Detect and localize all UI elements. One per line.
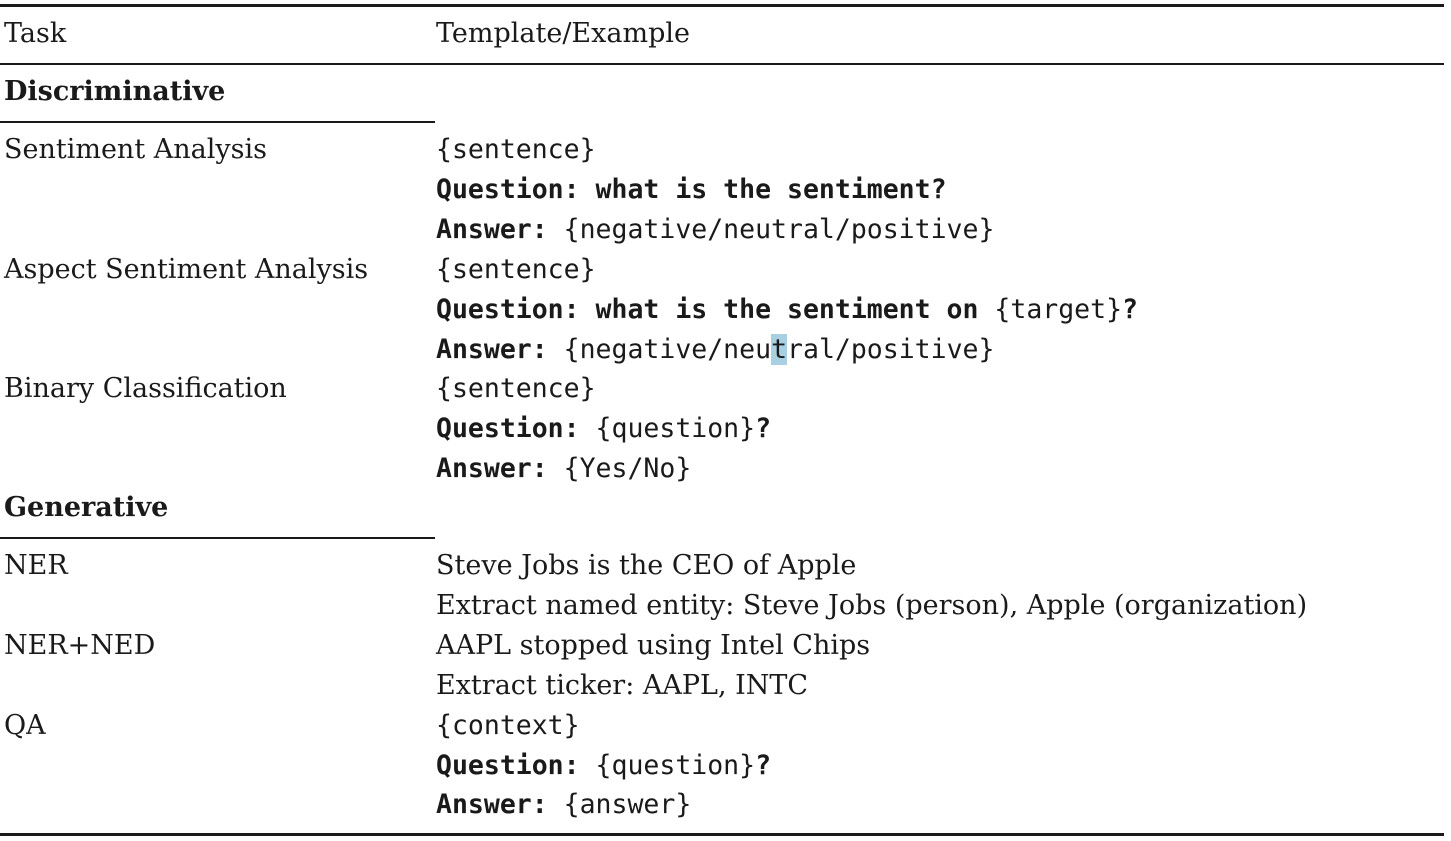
discriminative-rule	[0, 121, 435, 123]
task-binary-classification: Binary Classification	[4, 373, 287, 404]
template-line: {sentence}	[436, 134, 596, 165]
bottom-rule	[0, 833, 1444, 836]
template-line: Question: {question}?	[436, 750, 772, 781]
section-title-discriminative: Discriminative	[4, 76, 226, 107]
template-line: {context}	[436, 710, 580, 741]
template-line: Question: what is the sentiment on {targ…	[436, 294, 1139, 325]
template-line: Answer: {negative/neutral/positive}	[436, 334, 995, 365]
example-line: AAPL stopped using Intel Chips	[436, 630, 871, 661]
task-ner: NER	[4, 550, 68, 581]
task-aspect-sentiment-analysis: Aspect Sentiment Analysis	[4, 254, 369, 285]
header-task: Task	[4, 18, 67, 49]
text-selection-highlight: t	[771, 334, 788, 365]
task-qa: QA	[4, 710, 46, 741]
template-line: Question: what is the sentiment?	[436, 174, 947, 205]
generative-rule	[0, 537, 435, 539]
template-line: {sentence}	[436, 373, 596, 404]
template-line: Answer: {Yes/No}	[436, 453, 692, 484]
task-ner-ned: NER+NED	[4, 630, 156, 661]
example-line: Extract ticker: AAPL, INTC	[436, 670, 809, 701]
template-line: Answer: {answer}	[436, 789, 692, 820]
section-title-generative: Generative	[4, 492, 169, 523]
top-rule	[0, 4, 1444, 7]
example-line: Steve Jobs is the CEO of Apple	[436, 550, 857, 581]
template-line: Question: {question}?	[436, 413, 772, 444]
example-line: Extract named entity: Steve Jobs (person…	[436, 590, 1308, 621]
header-rule	[0, 63, 1444, 65]
template-line: Answer: {negative/neutral/positive}	[436, 214, 995, 245]
header-template: Template/Example	[436, 18, 690, 49]
template-line: {sentence}	[436, 254, 596, 285]
task-sentiment-analysis: Sentiment Analysis	[4, 134, 267, 165]
